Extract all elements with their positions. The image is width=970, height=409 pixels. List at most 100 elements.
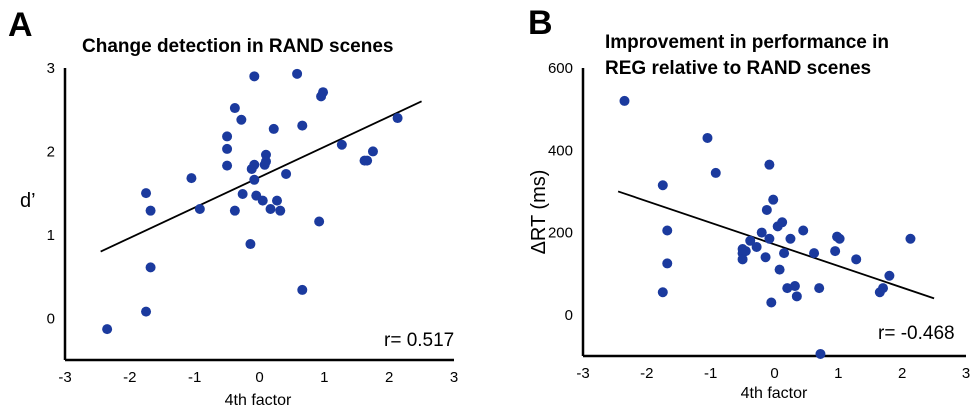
panel-a-data-point — [249, 159, 260, 170]
panel-b-letter: B — [528, 4, 553, 42]
panel-a: A Change detection in RAND scenes -3 -2 -1… — [8, 6, 458, 409]
panel-b-data-point — [657, 180, 668, 191]
panel-a-ytick-label: 2 — [47, 143, 55, 160]
panel-b-data-point — [774, 264, 785, 275]
panel-a-data-point — [257, 195, 268, 206]
panel-b-ytick-label: 600 — [548, 60, 573, 77]
panel-a-data-point — [260, 156, 271, 167]
panel-b-data-point — [834, 233, 845, 244]
panel-a-data-point — [237, 188, 248, 199]
panel-b-data-point — [710, 167, 721, 178]
panel-b-data-point — [884, 270, 895, 281]
panel-a-r-annotation: r= 0.517 — [384, 330, 454, 351]
panel-b-data-point — [779, 248, 790, 259]
panel-a-ytick-label: 1 — [47, 227, 55, 244]
panel-a-ylabel: d’ — [20, 190, 36, 212]
panel-b-ytick-label: 0 — [565, 307, 573, 324]
panel-a-ytick-label: 0 — [47, 310, 55, 327]
panel-b-data-point — [761, 204, 772, 215]
panel-a-data-point — [275, 205, 286, 216]
panel-a-data-point — [336, 139, 347, 150]
panel-b-data-point — [768, 194, 779, 205]
panel-b-data-point — [766, 297, 777, 308]
panel-a-title: Change detection in RAND scenes — [82, 36, 393, 57]
panel-a-data-point — [141, 188, 152, 199]
panel-a-ytick-label: 3 — [47, 60, 55, 77]
panel-a-data-point — [229, 205, 240, 216]
panel-a-data-point — [392, 113, 403, 124]
panel-a-data-point — [222, 131, 233, 142]
panel-b-r-annotation: r= -0.468 — [878, 323, 955, 344]
panel-b-xtick-label: 0 — [770, 365, 778, 382]
panel-a-axes: -3 -2 -1 0 1 2 3 0 1 2 3 — [47, 60, 459, 386]
panel-b-data-point — [740, 246, 751, 257]
panel-b-data-point — [737, 254, 748, 265]
panel-a-xtick-label: -3 — [58, 369, 71, 386]
panel-a-data-point — [229, 103, 240, 114]
panel-b-data-point — [785, 233, 796, 244]
panel-b-data-point — [905, 233, 916, 244]
panel-a-data-point — [145, 205, 156, 216]
panel-a-data-point — [102, 324, 113, 335]
panel-a-data-point — [222, 160, 233, 171]
panel-b-xtick-label: -1 — [704, 365, 717, 382]
panel-a-data-point — [281, 168, 292, 179]
panel-b-ylabel: ΔRT (ms) — [528, 170, 550, 255]
panel-a-xtick-label: 0 — [255, 369, 263, 386]
panel-b-data-point — [777, 217, 788, 228]
panel-b-data-point — [745, 235, 756, 246]
panel-b-data-point — [789, 281, 800, 292]
panel-b-data-point — [809, 248, 820, 259]
panel-b-data-point — [830, 246, 841, 257]
panel-b-title-line1: Improvement in performance in — [605, 32, 889, 53]
panel-b-data-point — [878, 283, 889, 294]
panel-a-xlabel: 4th factor — [225, 392, 292, 409]
panel-b-axes: -3 -2 -1 0 1 2 3 0 200 400 600 — [548, 60, 970, 382]
panel-b-xtick-label: 1 — [834, 365, 842, 382]
panel-a-data-point — [362, 155, 373, 166]
panel-b-data-point — [782, 283, 793, 294]
panel-b-data-point — [764, 233, 775, 244]
panel-a-data-point — [145, 262, 156, 273]
panel-a-data-point — [194, 203, 205, 214]
panel-a-xtick-label: 1 — [320, 369, 328, 386]
panel-b-xtick-label: 3 — [962, 365, 970, 382]
panel-a-data-point — [297, 284, 308, 295]
panel-a-data-point — [186, 173, 197, 184]
panel-a-xtick-label: 2 — [385, 369, 393, 386]
panel-a-fit-line — [100, 100, 422, 253]
panel-a-data-point — [245, 239, 256, 250]
panel-a-data-point — [268, 123, 279, 134]
panel-a-data-point — [141, 306, 152, 317]
panel-a-data-point — [249, 71, 260, 82]
panel-b-xtick-label: -2 — [640, 365, 653, 382]
panel-b-title-line2: REG relative to RAND scenes — [605, 58, 871, 79]
panel-a-xtick-label: -1 — [188, 369, 201, 386]
panel-a-data-point — [236, 114, 247, 125]
panel-b-data-point — [815, 348, 826, 359]
panel-b-data-point — [619, 95, 630, 106]
panel-b-data-point — [798, 225, 809, 236]
panel-b-data-point — [764, 159, 775, 170]
panel-a-xtick-label: 3 — [450, 369, 458, 386]
panel-b-data-point — [791, 291, 802, 302]
panel-a-data-point — [314, 216, 325, 227]
panel-a-data-point — [367, 146, 378, 157]
panel-b-data-point — [760, 252, 771, 263]
panel-b-data-point — [662, 225, 673, 236]
panel-b-data-point — [751, 241, 762, 252]
panel-a-data-point — [265, 203, 276, 214]
panel-b-xtick-label: -3 — [576, 365, 589, 382]
panel-a-letter: A — [8, 6, 33, 44]
panel-b-data-point — [702, 132, 713, 143]
panel-b-xlabel: 4th factor — [741, 385, 808, 402]
panel-b-data-point — [657, 287, 668, 298]
panel-a-data-point — [222, 143, 233, 154]
panel-b-data-point — [851, 254, 862, 265]
panel-b-data-point — [756, 227, 767, 238]
panel-a-data-point — [318, 87, 329, 98]
panel-a-data-point — [249, 174, 260, 185]
panel-b-xtick-label: 2 — [898, 365, 906, 382]
panel-a-data-point — [272, 195, 283, 206]
